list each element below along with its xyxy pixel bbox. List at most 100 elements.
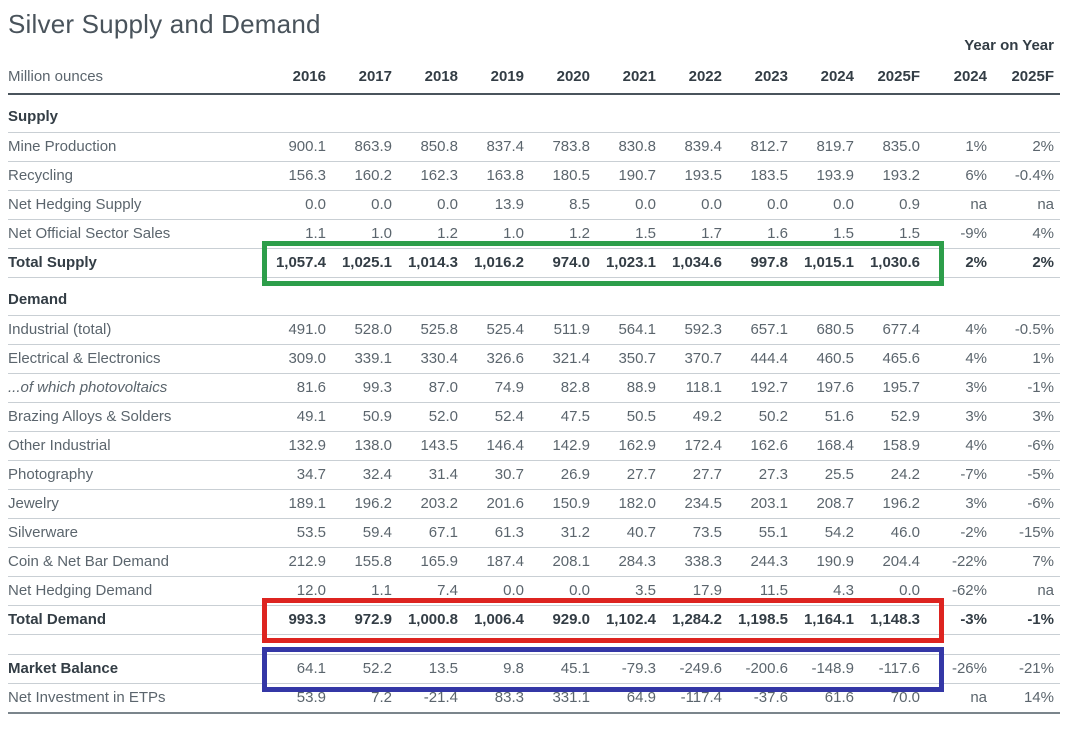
cell-value: -5%	[993, 460, 1060, 490]
cell-value: 1,025.1	[332, 248, 398, 278]
cell-value: -79.3	[596, 654, 662, 684]
row-mine-production: Mine Production 900.1 863.9 850.8 837.4 783.8…	[8, 132, 1060, 162]
cell-value: 2%	[926, 248, 993, 278]
cell-value: 54.2	[794, 518, 860, 548]
cell-value: 7.2	[332, 683, 398, 714]
cell-value: 974.0	[530, 248, 596, 278]
row-photography: Photography 34.7 32.4 31.4 30.7 26.9 27.7 27.7 2…	[8, 460, 1060, 490]
cell-value: 168.4	[794, 431, 860, 461]
cell-value: 165.9	[398, 547, 464, 577]
cell-value: 162.3	[398, 161, 464, 191]
cell-value: 30.7	[464, 460, 530, 490]
cell-value: 0.0	[530, 576, 596, 606]
cell-value: 4%	[993, 219, 1060, 249]
cell-value: 4%	[926, 431, 993, 461]
cell-value: -37.6	[728, 683, 794, 714]
cell-value: 50.9	[332, 402, 398, 432]
cell-value: 40.7	[596, 518, 662, 548]
cell-value: 61.6	[794, 683, 860, 714]
cell-value: 192.7	[728, 373, 794, 403]
row-label: Market Balance	[8, 654, 266, 684]
cell-value: 11.5	[728, 576, 794, 606]
cell-value: 162.6	[728, 431, 794, 461]
cell-value: 64.1	[266, 654, 332, 684]
cell-value: -15%	[993, 518, 1060, 548]
cell-value: 155.8	[332, 547, 398, 577]
cell-value: 49.1	[266, 402, 332, 432]
cell-value: 203.2	[398, 489, 464, 519]
cell-value: 27.7	[596, 460, 662, 490]
cell-value: 204.4	[860, 547, 926, 577]
cell-value: 0.0	[398, 190, 464, 220]
cell-value: 4.3	[794, 576, 860, 606]
cell-value: 70.0	[860, 683, 926, 714]
cell-value: 197.6	[794, 373, 860, 403]
row-label: Photography	[8, 460, 266, 490]
row-label: Other Industrial	[8, 431, 266, 461]
year-on-year-label: Year on Year	[964, 37, 1054, 54]
cell-value: 1.0	[464, 219, 530, 249]
cell-value: 182.0	[596, 489, 662, 519]
cell-value: 3%	[926, 489, 993, 519]
cell-value: -148.9	[794, 654, 860, 684]
cell-value: -21%	[993, 654, 1060, 684]
cell-value: -0.5%	[993, 315, 1060, 345]
row-label: Net Official Sector Sales	[8, 219, 266, 249]
cell-value: 1,057.4	[266, 248, 332, 278]
cell-value: 212.9	[266, 547, 332, 577]
cell-value: -9%	[926, 219, 993, 249]
cell-value: -62%	[926, 576, 993, 606]
cell-value: 330.4	[398, 344, 464, 374]
cell-value: -3%	[926, 605, 993, 635]
cell-value: 158.9	[860, 431, 926, 461]
spacer-cell	[8, 635, 1060, 655]
cell-value: 1,198.5	[728, 605, 794, 635]
cell-value: 61.3	[464, 518, 530, 548]
cell-value: 657.1	[728, 315, 794, 345]
cell-value: -1%	[993, 373, 1060, 403]
cell-value: 32.4	[332, 460, 398, 490]
cell-value: 53.9	[266, 683, 332, 714]
table-header-row: Million ounces 2016 2017 2018 2019 2020 2021 2…	[8, 62, 1060, 95]
cell-value: 339.1	[332, 344, 398, 374]
cell-value: 52.2	[332, 654, 398, 684]
column-header-2021: 2021	[596, 62, 662, 95]
cell-value: -117.6	[860, 654, 926, 684]
cell-value: 0.0	[662, 190, 728, 220]
row-net-hedging-demand: Net Hedging Demand 12.0 1.1 7.4 0.0 0.0 3.5 17.…	[8, 576, 1060, 606]
column-header-2023: 2023	[728, 62, 794, 95]
cell-value: 0.0	[332, 190, 398, 220]
cell-value: 972.9	[332, 605, 398, 635]
cell-value: 2%	[993, 248, 1060, 278]
column-header-2016: 2016	[266, 62, 332, 95]
cell-value: 338.3	[662, 547, 728, 577]
cell-value: 150.9	[530, 489, 596, 519]
cell-value: 1.5	[860, 219, 926, 249]
cell-value: 993.3	[266, 605, 332, 635]
cell-value: 839.4	[662, 132, 728, 162]
cell-value: 1,014.3	[398, 248, 464, 278]
cell-value: 14%	[993, 683, 1060, 714]
section-header-label: Supply	[8, 94, 1060, 133]
cell-value: -22%	[926, 547, 993, 577]
cell-value: 163.8	[464, 161, 530, 191]
cell-value: 1.1	[266, 219, 332, 249]
cell-value: 146.4	[464, 431, 530, 461]
cell-value: 350.7	[596, 344, 662, 374]
table-body: Supply Mine Production 900.1 863.9 850.8 837.…	[8, 94, 1060, 714]
cell-value: 1,148.3	[860, 605, 926, 635]
row-label: Industrial (total)	[8, 315, 266, 345]
cell-value: 99.3	[332, 373, 398, 403]
cell-value: 172.4	[662, 431, 728, 461]
row-silverware: Silverware 53.5 59.4 67.1 61.3 31.2 40.7 73.5 55…	[8, 518, 1060, 548]
section-header-supply: Supply	[8, 94, 1060, 133]
cell-value: 201.6	[464, 489, 530, 519]
cell-value: 156.3	[266, 161, 332, 191]
cell-value: 162.9	[596, 431, 662, 461]
cell-value: 284.3	[596, 547, 662, 577]
column-header-2025f: 2025F	[860, 62, 926, 95]
column-header-2019: 2019	[464, 62, 530, 95]
cell-value: 3%	[926, 402, 993, 432]
cell-value: 52.9	[860, 402, 926, 432]
cell-value: 3%	[926, 373, 993, 403]
